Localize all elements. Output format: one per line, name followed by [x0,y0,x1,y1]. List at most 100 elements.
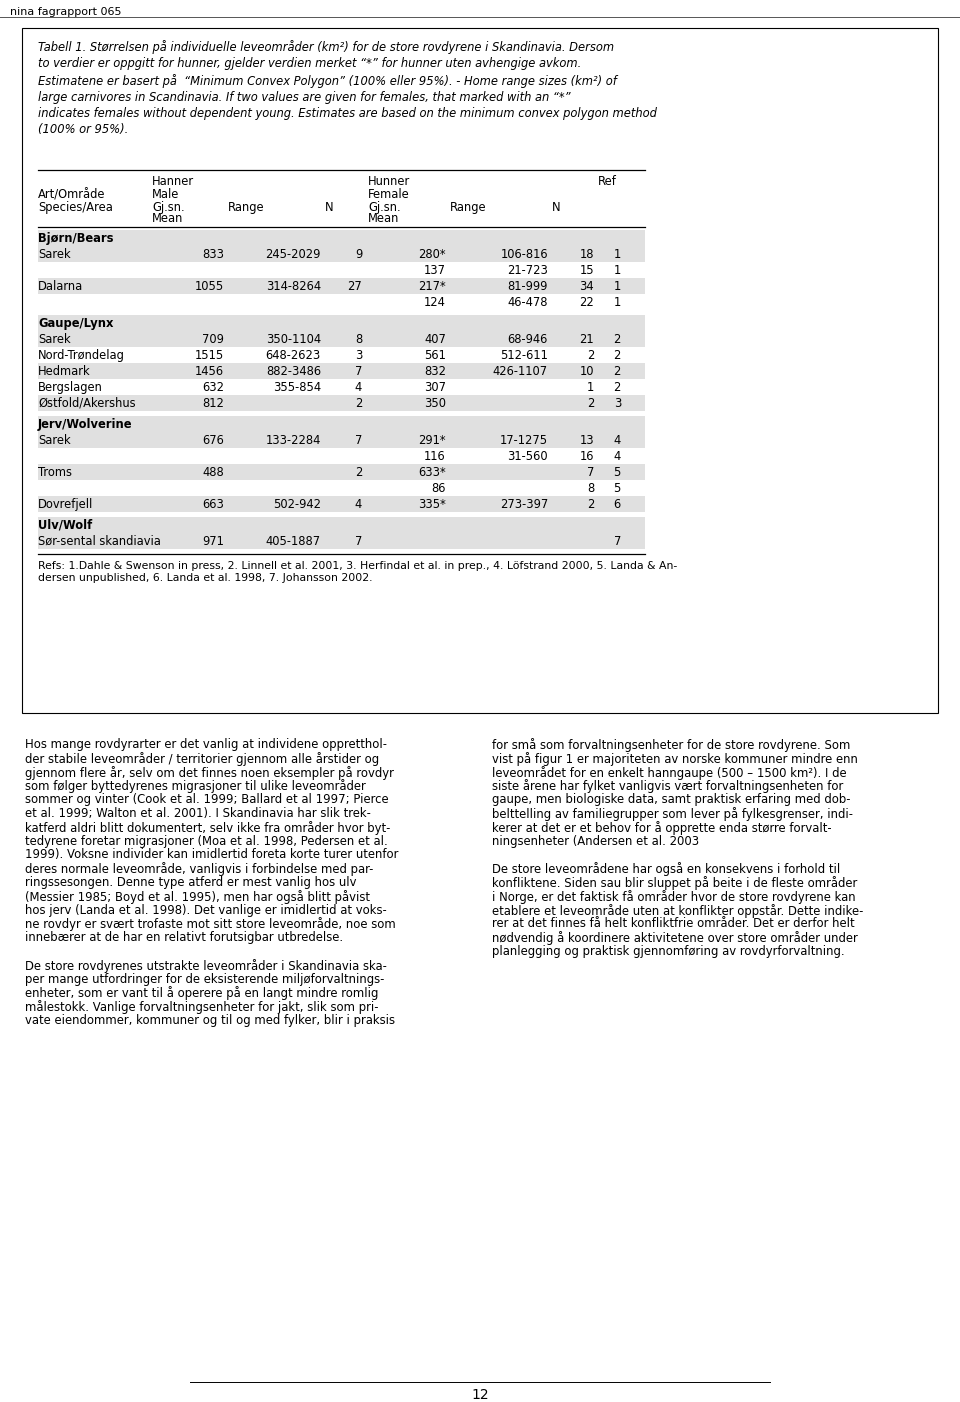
Text: 17-1275: 17-1275 [500,435,548,447]
Text: Art/Område: Art/Område [38,188,106,200]
Text: konfliktene. Siden sau blir sluppet på beite i de fleste områder: konfliktene. Siden sau blir sluppet på b… [492,876,857,890]
Text: 350: 350 [424,397,446,409]
Text: 812: 812 [203,397,224,409]
Text: 2: 2 [613,381,621,394]
Bar [38,331,645,348]
Text: 4: 4 [355,381,362,394]
Text: 4: 4 [613,450,621,463]
Text: 1: 1 [613,264,621,278]
Text: 7: 7 [587,465,594,479]
Text: 676: 676 [203,435,224,447]
Text: Sarek: Sarek [38,248,71,261]
Text: 971: 971 [203,536,224,548]
Text: Ulv/Wolf: Ulv/Wolf [38,519,92,531]
Text: vist på ​figur 1​ er majoriteten av norske kommuner mindre enn: vist på ​figur 1​ er majoriteten av nors… [492,751,858,765]
Text: dersen unpublished, 6. Landa et al. 1998, 7. Johansson 2002.: dersen unpublished, 6. Landa et al. 1998… [38,573,372,583]
Text: 5: 5 [613,482,621,495]
Bar [38,432,645,449]
Text: Hos mange rovdyrarter er det vanlig at individene oppretthol-: Hos mange rovdyrarter er det vanlig at i… [25,737,387,751]
Text: sommer og vinter (Cook et al. 1999; Ballard et al 1997; Pierce: sommer og vinter (Cook et al. 1999; Ball… [25,794,389,806]
Text: der stabile leveområder / territorier gjennom alle årstider og: der stabile leveområder / territorier gj… [25,751,379,765]
Text: belttelling av familiegrupper som lever på fylkesgrenser, indi-: belttelling av familiegrupper som lever … [492,808,853,822]
Text: 1: 1 [613,296,621,308]
Text: De store leveområdene har også en konsekvens i forhold til: De store leveområdene har også en konsek… [492,862,840,876]
Text: 81-999: 81-999 [508,280,548,293]
Bar [38,230,645,245]
Text: 633*: 633* [419,465,446,479]
Text: 5: 5 [613,465,621,479]
Text: leveområdet for en enkelt hanngaupe (500 – 1500 km²). I de: leveområdet for en enkelt hanngaupe (500… [492,765,847,780]
Text: Hanner: Hanner [152,175,194,188]
Text: 561: 561 [424,349,446,362]
Bar [38,278,645,294]
Text: Tabell 1. Størrelsen på individuelle leveområder (km²) for de store rovdyrene i : Tabell 1. Størrelsen på individuelle lev… [38,41,657,136]
Text: 407: 407 [424,334,446,346]
Text: 314-8264: 314-8264 [266,280,321,293]
Text: 245-2029: 245-2029 [266,248,321,261]
Text: Bergslagen: Bergslagen [38,381,103,394]
Text: 133-2284: 133-2284 [266,435,321,447]
Text: 355-854: 355-854 [273,381,321,394]
Text: De store rovdyrenes utstrakte leveområder i Skandinavia ska-: De store rovdyrenes utstrakte leveområde… [25,959,387,973]
Text: 1: 1 [613,248,621,261]
Text: 7: 7 [354,365,362,379]
Text: 2: 2 [354,397,362,409]
Text: 86: 86 [431,482,446,495]
Text: 512-611: 512-611 [500,349,548,362]
Text: 3: 3 [354,349,362,362]
Text: 10: 10 [580,365,594,379]
Text: et al. 1999; Walton et al. 2001). I Skandinavia har slik trek-: et al. 1999; Walton et al. 2001). I Skan… [25,808,371,820]
Text: målestokk. Vanlige forvaltningsenheter for jakt, slik som pri-: målestokk. Vanlige forvaltningsenheter f… [25,1000,378,1014]
Text: 882-3486: 882-3486 [266,365,321,379]
Text: 27: 27 [348,280,362,293]
Text: 4: 4 [355,498,362,510]
Text: 7: 7 [354,435,362,447]
Text: planlegging og praktisk gjennomføring av rovdyrforvaltning.: planlegging og praktisk gjennomføring av… [492,945,845,958]
Text: deres normale leveområde, vanligvis i forbindelse med par-: deres normale leveområde, vanligvis i fo… [25,862,373,876]
Text: 22: 22 [579,296,594,308]
Text: 502-942: 502-942 [273,498,321,510]
Text: 291*: 291* [419,435,446,447]
Text: Troms: Troms [38,465,72,479]
Text: Range: Range [450,200,487,215]
Text: 663: 663 [203,498,224,510]
Text: 217*: 217* [419,280,446,293]
Text: 7: 7 [613,536,621,548]
Text: Bjørn/Bears: Bjørn/Bears [38,231,113,245]
Text: 2: 2 [354,465,362,479]
Text: 8: 8 [587,482,594,495]
Bar [38,363,645,379]
Text: Mean: Mean [152,212,183,224]
Text: 2: 2 [613,334,621,346]
Text: 68-946: 68-946 [508,334,548,346]
Text: Refs: 1.Dahle & Swenson in press, 2. Linnell et al. 2001, 3. Herfindal et al. in: Refs: 1.Dahle & Swenson in press, 2. Lin… [38,561,677,571]
Text: 273-397: 273-397 [500,498,548,510]
Text: nødvendig å koordinere aktivitetene over store områder under: nødvendig å koordinere aktivitetene over… [492,931,857,945]
Text: 12: 12 [471,1388,489,1402]
Text: 488: 488 [203,465,224,479]
Text: 1: 1 [587,381,594,394]
Text: per mange utfordringer for de eksisterende miljøforvaltnings-: per mange utfordringer for de eksisteren… [25,973,384,986]
Text: Sarek: Sarek [38,435,71,447]
Bar [38,533,645,550]
Text: Hedmark: Hedmark [38,365,90,379]
Text: Nord-Trøndelag: Nord-Trøndelag [38,349,125,362]
Text: Range: Range [228,200,265,215]
Bar [38,517,645,533]
Text: 116: 116 [424,450,446,463]
Text: 1: 1 [613,280,621,293]
Text: for små som forvaltningsenheter for de store rovdyrene. Som: for små som forvaltningsenheter for de s… [492,737,851,751]
Text: 106-816: 106-816 [500,248,548,261]
Text: N: N [325,200,334,215]
Text: 8: 8 [355,334,362,346]
Bar [38,245,645,262]
Text: Sør-sental skandiavia: Sør-sental skandiavia [38,536,161,548]
Text: 426-1107: 426-1107 [492,365,548,379]
Text: 832: 832 [424,365,446,379]
Text: nina fagrapport 065: nina fagrapport 065 [10,7,122,17]
Text: Jerv/Wolverine: Jerv/Wolverine [38,418,132,430]
Text: 21-723: 21-723 [507,264,548,278]
Text: etablere et leveområde uten at konflikter oppstår. Dette indike-: etablere et leveområde uten at konflikte… [492,904,863,917]
Text: Ref: Ref [598,175,617,188]
Text: 34: 34 [580,280,594,293]
